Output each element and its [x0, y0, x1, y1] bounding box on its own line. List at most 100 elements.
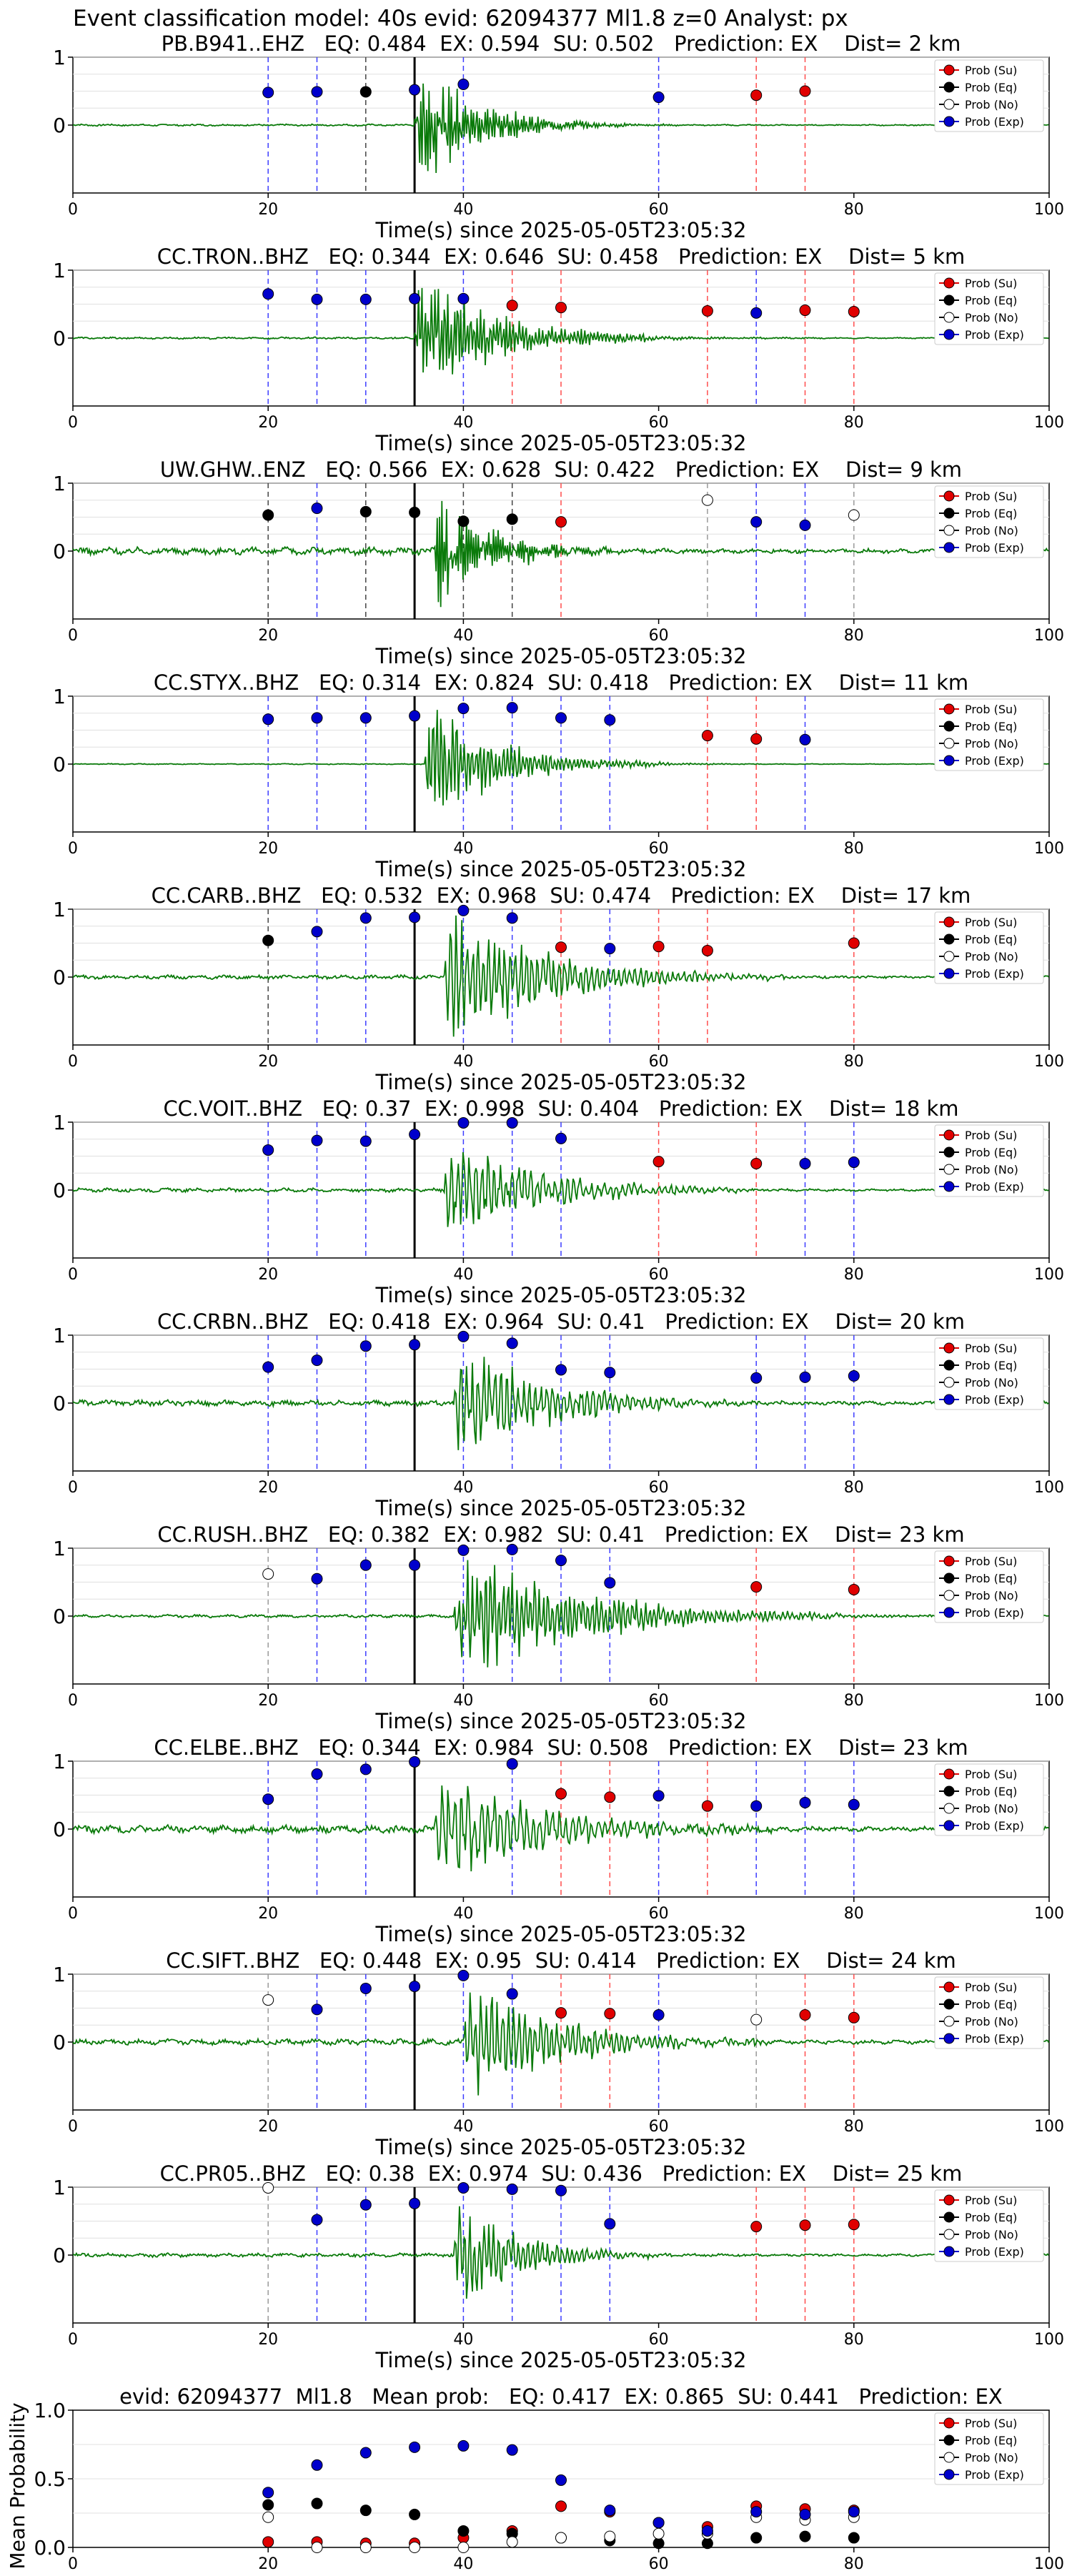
mean-point-eq: [262, 2499, 274, 2511]
y-tick-label: 1: [53, 1537, 66, 1560]
legend-label-exp: Prob (Exp): [965, 1393, 1024, 1407]
legend-label-no: Prob (No): [965, 2015, 1018, 2028]
prob-point-exp: [604, 1367, 616, 1379]
prob-point-exp: [555, 2184, 567, 2196]
panel-title: UW.GHW..ENZ EQ: 0.566 EX: 0.628 SU: 0.42…: [160, 457, 962, 482]
prob-point-su: [701, 730, 713, 742]
legend-label-eq: Prob (Eq): [965, 1998, 1017, 2011]
prob-point-su: [701, 305, 713, 317]
prob-point-exp: [409, 1339, 421, 1351]
prob-point-exp: [262, 1144, 274, 1156]
waveform-trace: [72, 83, 1049, 174]
legend-label-su: Prob (Su): [965, 277, 1017, 290]
x-tick-label: 60: [649, 1479, 669, 1497]
x-tick-label: 60: [649, 1905, 669, 1923]
legend-label-eq: Prob (Eq): [965, 2211, 1017, 2224]
x-tick-label: 80: [844, 1266, 864, 1284]
legend-marker-exp: [943, 329, 955, 340]
mean-point-eq: [457, 2525, 470, 2537]
prob-point-exp: [359, 1135, 372, 1147]
x-tick-label: 20: [258, 2331, 278, 2349]
x-tick-label: 40: [453, 1266, 473, 1284]
prob-point-su: [604, 1791, 616, 1803]
y-tick-label: 0: [53, 114, 66, 137]
x-tick-label: 60: [649, 2555, 669, 2573]
legend-marker-eq: [943, 720, 955, 732]
prob-point-exp: [799, 1157, 811, 1169]
x-tick-label: 100: [1034, 2331, 1064, 2349]
prob-point-exp: [652, 1790, 665, 1802]
legend-marker-no: [943, 99, 955, 110]
prob-point-exp: [409, 292, 421, 304]
prob-point-exp: [457, 1116, 470, 1129]
prob-point-exp: [311, 293, 323, 305]
prob-point-exp: [359, 912, 372, 924]
legend-marker-no: [943, 738, 955, 749]
x-tick-label: 20: [258, 1692, 278, 1710]
x-tick-label: 40: [453, 840, 473, 858]
prob-point-exp: [262, 86, 274, 99]
legend-label-no: Prob (No): [965, 737, 1018, 750]
waveform-trace: [72, 287, 1049, 375]
prob-point-su: [848, 2219, 860, 2231]
prob-point-su: [555, 1788, 567, 1800]
legend-label-no: Prob (No): [965, 1376, 1018, 1389]
prob-point-su: [750, 1581, 763, 1593]
prob-point-exp: [750, 1800, 763, 1812]
prob-point-exp: [311, 1768, 323, 1780]
legend-marker-exp: [943, 755, 955, 766]
legend-label-no: Prob (No): [965, 311, 1018, 325]
legend-marker-no: [943, 2229, 955, 2240]
x-tick-label: 100: [1034, 1905, 1064, 1923]
mean-point-exp: [555, 2474, 567, 2486]
prob-point-exp: [848, 1370, 860, 1382]
prob-point-exp: [799, 1371, 811, 1383]
y-tick-label: 1: [53, 259, 66, 282]
mean-point-no: [262, 2511, 274, 2523]
legend-label-exp: Prob (Exp): [965, 541, 1024, 555]
prob-point-exp: [555, 1364, 567, 1376]
prob-point-su: [848, 2011, 860, 2023]
prob-point-su: [750, 89, 763, 101]
waveform-trace: [72, 1785, 1049, 1872]
x-tick-label: 80: [844, 1905, 864, 1923]
prob-point-exp: [799, 519, 811, 531]
legend-label-su: Prob (Su): [965, 703, 1017, 716]
mean-point-exp: [262, 2487, 274, 2499]
mean-point-exp: [750, 2506, 763, 2518]
prob-point-exp: [506, 1337, 518, 1349]
prob-point-no: [848, 509, 860, 521]
panel-cc-tron--bhz: CC.TRON..BHZ EQ: 0.344 EX: 0.646 SU: 0.4…: [53, 244, 1064, 455]
prob-point-exp: [604, 714, 616, 726]
y-tick-label: 0: [53, 1392, 66, 1415]
x-tick-label: 0: [68, 1266, 78, 1284]
prob-point-exp: [506, 1758, 518, 1770]
x-tick-label: 100: [1034, 1479, 1064, 1497]
x-axis-label: Time(s) since 2025-05-05T23:05:32: [375, 1496, 747, 1520]
y-tick-label: 0: [53, 327, 66, 350]
mean-point-su: [262, 2536, 274, 2548]
prob-point-su: [506, 299, 518, 312]
legend-label-no: Prob (No): [965, 98, 1018, 112]
legend-marker-exp: [943, 1181, 955, 1192]
prob-point-exp: [359, 712, 372, 724]
waveform-trace: [72, 1560, 1049, 1668]
x-tick-label: 0: [68, 2331, 78, 2349]
panel-title: CC.CRBN..BHZ EQ: 0.418 EX: 0.964 SU: 0.4…: [157, 1309, 965, 1334]
prob-point-exp: [409, 1755, 421, 1768]
x-axis-label: Time(s) since 2025-05-05T23:05:32: [375, 1283, 747, 1307]
prob-point-exp: [359, 1982, 372, 1994]
prob-point-exp: [555, 1555, 567, 1567]
y-tick-label: 0: [53, 1179, 66, 1202]
legend-label-exp: Prob (Exp): [965, 2032, 1024, 2046]
prob-point-su: [750, 733, 763, 745]
x-tick-label: 20: [258, 414, 278, 432]
prob-point-su: [750, 1157, 763, 1169]
prob-point-exp: [409, 2197, 421, 2209]
x-tick-label: 80: [844, 2118, 864, 2136]
legend-marker-no: [943, 312, 955, 323]
y-tick-label: 1: [53, 46, 66, 69]
prob-point-exp: [506, 2183, 518, 2195]
y-tick-label: 1: [53, 685, 66, 708]
prob-point-eq: [409, 506, 421, 518]
